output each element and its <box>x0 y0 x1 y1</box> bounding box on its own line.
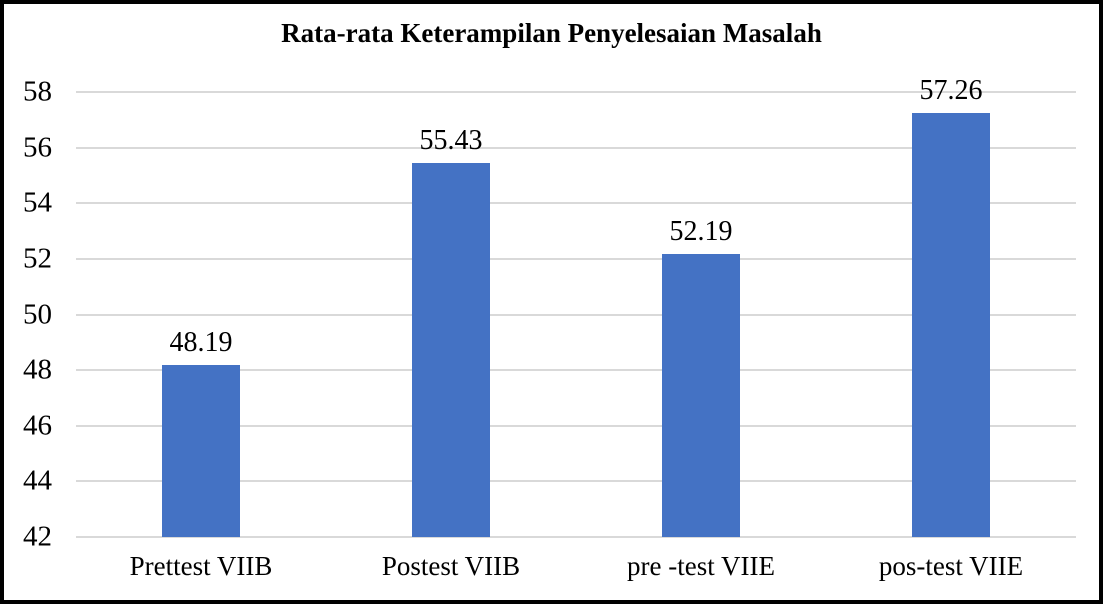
gridline <box>76 369 1076 372</box>
gridline <box>76 480 1076 483</box>
y-axis-tick-label: 56 <box>23 131 52 164</box>
bar-postest-viib <box>412 163 490 537</box>
gridline <box>76 91 1076 93</box>
plot-area: 48.19 Prettest VIIB 55.43 Postest VIIB 52.19… <box>76 76 1076 580</box>
bar-value-label: 48.19 <box>169 326 233 358</box>
bar-value-label: 52.19 <box>669 215 733 247</box>
x-axis-category-label: pos-test VIIE <box>878 551 1024 581</box>
gridline <box>76 257 1076 260</box>
bar-prettest-viib <box>162 364 240 537</box>
bar-value-label: 57.26 <box>919 74 983 106</box>
gridline <box>76 313 1076 316</box>
y-axis-tick-label: 48 <box>23 353 52 386</box>
bar-pre-test-viie <box>662 253 740 537</box>
y-axis-tick-label: 52 <box>23 242 52 275</box>
y-axis-tick-label: 46 <box>23 409 52 442</box>
y-axis: 42 44 46 48 50 52 54 56 58 <box>4 77 52 551</box>
bar-pos-test-viie <box>912 112 990 537</box>
x-axis-category-label: Postest VIIB <box>381 551 521 581</box>
gridline <box>76 536 1076 538</box>
gridline <box>76 202 1076 205</box>
x-axis-category-label: Prettest VIIB <box>129 551 273 581</box>
x-axis-category-label: pre -test VIIE <box>627 551 775 581</box>
y-axis-tick-label: 50 <box>23 298 52 330</box>
gridline <box>76 146 1076 149</box>
y-axis-tick-label: 44 <box>23 464 52 497</box>
y-axis-tick-label: 54 <box>23 186 52 219</box>
gridline <box>76 424 1076 427</box>
y-axis-tick-label: 42 <box>23 520 52 553</box>
y-axis-tick-label: 58 <box>23 75 52 108</box>
chart-title: Rata-rata Keterampilan Penyelesaian Masa… <box>281 18 822 48</box>
bar-value-label: 55.43 <box>419 125 483 157</box>
